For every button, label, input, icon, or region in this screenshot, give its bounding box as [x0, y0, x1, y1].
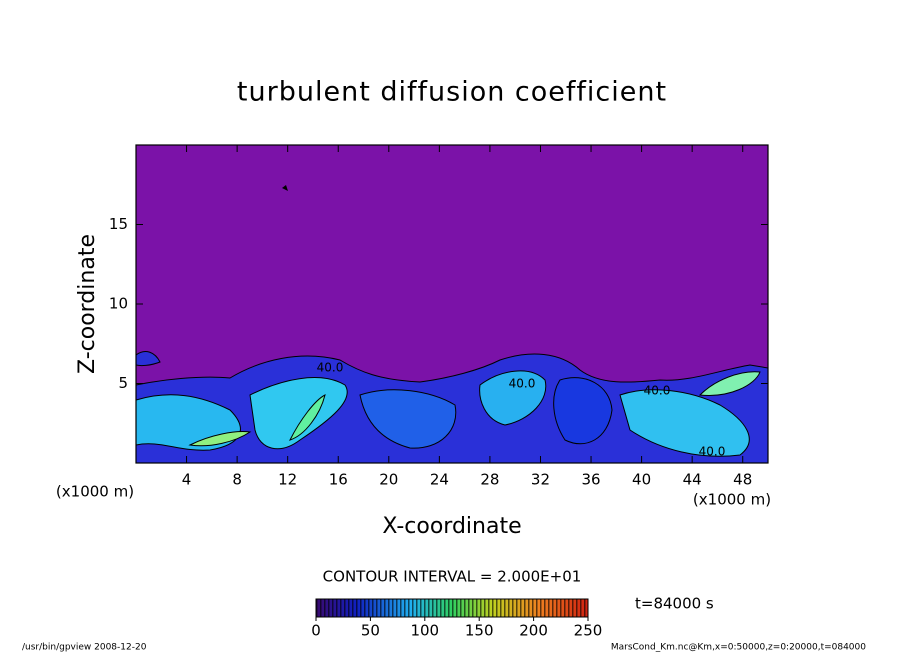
x-tick-label: 36 — [581, 471, 600, 489]
x-axis-label: X-coordinate — [382, 514, 521, 539]
y-tick-label: 5 — [118, 374, 128, 392]
x-tick-label: 44 — [683, 471, 702, 489]
colorbar-tick-label: 150 — [465, 622, 494, 640]
x-tick-label: 12 — [278, 471, 297, 489]
x-unit-label: (x1000 m) — [56, 483, 134, 501]
contour-label: 40.0 — [509, 377, 536, 391]
footer-left: /usr/bin/gpview 2008-12-20 — [22, 643, 147, 653]
contour-label: 40.0 — [317, 361, 344, 375]
colorbar-stripes — [315, 598, 589, 618]
y-axis-label: Z-coordinate — [75, 234, 100, 374]
footer-right: MarsCond_Km.nc@Km,x=0:50000,z=0:20000,t=… — [611, 643, 866, 653]
y-tick-label: 15 — [109, 215, 128, 233]
chart-title: turbulent diffusion coefficient — [237, 77, 667, 108]
x-tick-label: 48 — [733, 471, 752, 489]
x-tick-label: 32 — [531, 471, 550, 489]
x-tick-label: 8 — [232, 471, 242, 489]
x-tick-label: 20 — [379, 471, 398, 489]
x-tick-label: 28 — [480, 471, 499, 489]
colorbar-tick-label: 50 — [361, 622, 380, 640]
x-tick-label: 4 — [182, 471, 192, 489]
colorbar-tick-label: 250 — [574, 622, 603, 640]
x-tick-label: 16 — [329, 471, 348, 489]
contour-label: 40.0 — [644, 384, 671, 398]
x-tick-label: 40 — [632, 471, 651, 489]
colorbar-tick-label: 100 — [410, 622, 439, 640]
contour-field — [136, 145, 768, 463]
x-tick-label: 24 — [430, 471, 449, 489]
colorbar-tick-label: 200 — [519, 622, 548, 640]
colorbar-tick-label: 0 — [311, 622, 321, 640]
time-label: t=84000 s — [635, 595, 714, 613]
contour-label: 40.0 — [699, 445, 726, 459]
contour-interval: CONTOUR INTERVAL = 2.000E+01 — [323, 568, 582, 586]
x-unit-label: (x1000 m) — [693, 491, 771, 509]
y-tick-label: 10 — [109, 295, 128, 313]
